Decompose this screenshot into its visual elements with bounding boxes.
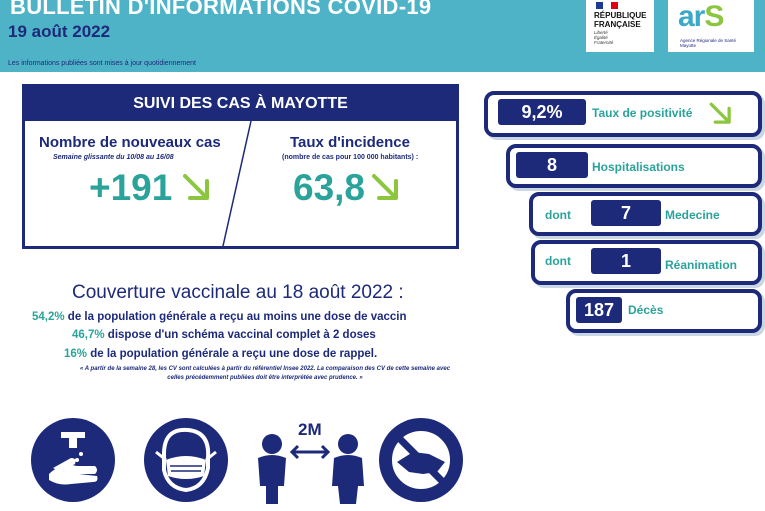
hospitalisations-card: 8 Hospitalisations: [506, 144, 762, 188]
reanimation-label: Réanimation: [665, 258, 738, 272]
header-banner: BULLETIN D'INFORMATIONS COVID-19 19 août…: [0, 0, 765, 72]
reanimation-value: 1: [591, 248, 661, 274]
positivity-label: Taux de positivité: [592, 106, 693, 120]
positivity-card: 9,2% Taux de positivité: [484, 91, 762, 137]
medecine-prefix: dont: [545, 208, 571, 222]
panel-divider: [222, 121, 252, 246]
hospitalisations-value: 8: [516, 152, 588, 178]
case-tracking-title: SUIVI DES CAS À MAYOTTE: [25, 87, 456, 121]
ars-logo: arS Agence Régionale de Santé Mayotte: [668, 0, 754, 52]
deaths-card: 187 Décès: [566, 289, 762, 333]
coverage-footnote: « A partir de la semaine 28, les CV sont…: [79, 366, 451, 381]
reanimation-prefix: dont: [545, 254, 571, 268]
coverage-line-2: 46,7% dispose d'un schéma vaccinal compl…: [72, 329, 376, 341]
republique-francaise-logo: RÉPUBLIQUE FRANÇAISE Liberté Égalité Fra…: [586, 0, 654, 52]
distance-label: 2M: [298, 420, 322, 439]
new-cases-title: Nombre de nouveaux cas: [39, 134, 221, 151]
vaccine-coverage-title: Couverture vaccinale au 18 août 2022 :: [72, 282, 404, 303]
medecine-value: 7: [591, 200, 661, 226]
deaths-value: 187: [576, 297, 622, 323]
coverage-line-3: 16% de la population générale a reçu une…: [64, 348, 378, 360]
no-handshake-icon: [379, 418, 463, 502]
coverage-line-1: 54,2% de la population générale a reçu a…: [32, 311, 407, 323]
down-trend-arrow-icon: [709, 102, 731, 124]
distance-icon: 2M: [252, 420, 368, 506]
incidence-subtitle: (nombre de cas pour 100 000 habitants) :: [282, 154, 419, 161]
down-trend-arrow-icon: [183, 174, 209, 200]
bulletin-date: 19 août 2022: [8, 22, 111, 41]
incidence-title: Taux d'incidence: [290, 134, 410, 151]
positivity-value: 9,2%: [498, 99, 586, 125]
deaths-label: Décès: [628, 303, 664, 317]
down-trend-arrow-icon: [372, 174, 398, 200]
french-flag-icon: [596, 2, 618, 9]
new-cases-value: +191: [89, 167, 173, 208]
case-tracking-panel: SUIVI DES CAS À MAYOTTE Nombre de nouvea…: [22, 84, 459, 249]
handwash-icon: [31, 418, 115, 502]
update-note: Les informations publiées sont mises à j…: [8, 60, 196, 67]
reanimation-card: dont 1 Réanimation: [531, 240, 762, 285]
new-cases-period: Semaine glissante du 10/08 au 16/08: [53, 154, 174, 161]
bulletin-title: BULLETIN D'INFORMATIONS COVID-19: [10, 0, 432, 19]
medecine-card: dont 7 Medecine: [529, 192, 762, 236]
incidence-value: 63,8: [293, 167, 366, 208]
mask-icon: [144, 418, 228, 502]
medecine-label: Medecine: [665, 208, 720, 222]
hospitalisations-label: Hospitalisations: [592, 160, 685, 174]
